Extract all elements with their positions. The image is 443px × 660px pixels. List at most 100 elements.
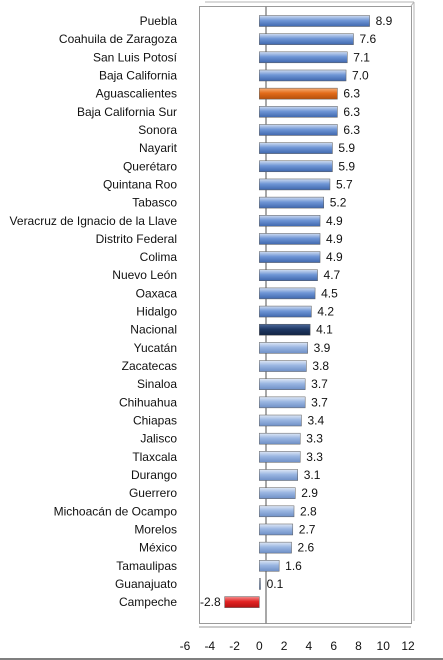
category-label: Nacional bbox=[130, 323, 177, 337]
category-label: Michoacán de Ocampo bbox=[54, 504, 178, 518]
bar bbox=[259, 414, 302, 427]
value-label: 4.5 bbox=[321, 286, 338, 300]
value-labels-group: 8.97.6 7.1 7.0 6.3 6.3 6.3 5.9 5.9 5.7 5.2 4.9 4.9 4… bbox=[200, 14, 393, 609]
value-label: 7.0 bbox=[352, 68, 369, 82]
category-label: Baja California Sur bbox=[77, 105, 177, 119]
bar bbox=[259, 160, 333, 173]
category-label: Guerrero bbox=[129, 486, 177, 500]
bar bbox=[259, 451, 301, 463]
category-label: Colima bbox=[140, 250, 178, 264]
value-label: 5.9 bbox=[338, 141, 355, 155]
category-label: Aguascalientes bbox=[96, 87, 177, 101]
value-label: 5.2 bbox=[330, 196, 347, 210]
value-label: 5.7 bbox=[336, 177, 353, 191]
value-label: 1.6 bbox=[285, 559, 302, 573]
category-label: Morelos bbox=[134, 522, 177, 536]
category-label: Zacatecas bbox=[122, 359, 177, 373]
value-label: 2.8 bbox=[300, 504, 317, 518]
category-label: Chiapas bbox=[133, 414, 177, 428]
category-label: San Luis Potosí bbox=[93, 50, 178, 64]
x-tick-label: -2 bbox=[229, 639, 240, 653]
bar bbox=[259, 51, 348, 64]
value-label: 4.2 bbox=[317, 305, 334, 319]
bar bbox=[259, 523, 294, 536]
category-label: Quintana Roo bbox=[103, 177, 177, 191]
bar bbox=[259, 124, 338, 136]
value-label: 3.7 bbox=[311, 377, 328, 391]
bar bbox=[259, 378, 306, 390]
category-label: Tabasco bbox=[132, 196, 177, 210]
value-label: 3.7 bbox=[311, 395, 328, 409]
value-label: 2.6 bbox=[298, 541, 315, 555]
x-axis-ticks-group: -6 -4 -2 0 2 4 6 8 10 12 bbox=[180, 639, 415, 653]
x-tick-label: -6 bbox=[180, 639, 191, 653]
category-label: Querétaro bbox=[123, 159, 177, 173]
bar bbox=[259, 33, 354, 45]
value-label: 5.9 bbox=[338, 159, 355, 173]
value-label: 4.1 bbox=[316, 323, 333, 337]
bar bbox=[259, 87, 338, 100]
bar bbox=[259, 233, 321, 245]
x-tick-label: 8 bbox=[355, 639, 362, 653]
category-label: Distrito Federal bbox=[96, 232, 177, 246]
x-tick-label: 6 bbox=[330, 639, 337, 653]
category-label: Puebla bbox=[140, 14, 178, 28]
bar bbox=[259, 215, 321, 227]
bar bbox=[259, 578, 261, 590]
x-tick-label: 10 bbox=[377, 639, 391, 653]
bar bbox=[259, 287, 316, 300]
category-labels-group: Puebla Coahuila de Zaragoza San Luis Potos… bbox=[10, 14, 178, 609]
category-label: México bbox=[139, 541, 177, 555]
bar bbox=[259, 560, 280, 572]
value-label: 4.9 bbox=[326, 214, 343, 228]
value-label: 7.1 bbox=[353, 50, 370, 64]
x-tick-label: 4 bbox=[306, 639, 313, 653]
category-label: Sonora bbox=[138, 123, 177, 137]
category-label: Tamaulipas bbox=[116, 559, 177, 573]
x-tick-label: 0 bbox=[256, 639, 263, 653]
x-tick-label: 2 bbox=[281, 639, 288, 653]
value-label: 6.3 bbox=[343, 123, 360, 137]
category-label: Baja California bbox=[99, 68, 177, 82]
bar bbox=[259, 142, 333, 154]
category-label: Coahuila de Zaragoza bbox=[59, 32, 177, 46]
value-label: 6.3 bbox=[343, 105, 360, 119]
value-label: 2.9 bbox=[301, 486, 318, 500]
bar bbox=[259, 269, 318, 281]
bar bbox=[259, 305, 312, 318]
value-label: 3.4 bbox=[307, 414, 324, 428]
category-label: Nuevo León bbox=[112, 268, 177, 282]
category-label: Durango bbox=[131, 468, 177, 482]
category-label: Yucatán bbox=[134, 341, 177, 355]
bar bbox=[259, 469, 298, 481]
category-label: Nayarit bbox=[139, 141, 178, 155]
value-label: 3.3 bbox=[306, 450, 323, 464]
bar bbox=[259, 106, 338, 118]
value-label: 0.1 bbox=[267, 577, 284, 591]
bar bbox=[259, 178, 331, 191]
category-label: Guanajuato bbox=[115, 577, 177, 591]
bar bbox=[259, 69, 347, 82]
bar bbox=[259, 342, 308, 354]
value-label: 8.9 bbox=[376, 14, 393, 28]
value-label: 2.7 bbox=[299, 522, 316, 536]
category-label: Jalisco bbox=[140, 432, 177, 446]
category-label: Veracruz de Ignacio de la Llave bbox=[10, 214, 178, 228]
value-label: 3.1 bbox=[304, 468, 321, 482]
bar bbox=[259, 360, 307, 372]
value-label: 7.6 bbox=[359, 32, 376, 46]
bar bbox=[259, 505, 295, 518]
value-label: 4.9 bbox=[326, 232, 343, 246]
bar bbox=[259, 487, 296, 499]
value-label: 4.7 bbox=[324, 268, 341, 282]
category-label: Tlaxcala bbox=[132, 450, 177, 464]
value-label: 3.8 bbox=[312, 359, 329, 373]
bar bbox=[224, 596, 260, 608]
value-label: 6.3 bbox=[343, 87, 360, 101]
value-label: 3.3 bbox=[306, 432, 323, 446]
value-label: -2.8 bbox=[200, 595, 221, 609]
category-label: Oaxaca bbox=[136, 286, 178, 300]
category-label: Chihuahua bbox=[119, 395, 177, 409]
category-label: Sinaloa bbox=[137, 377, 177, 391]
value-label: 3.9 bbox=[314, 341, 331, 355]
